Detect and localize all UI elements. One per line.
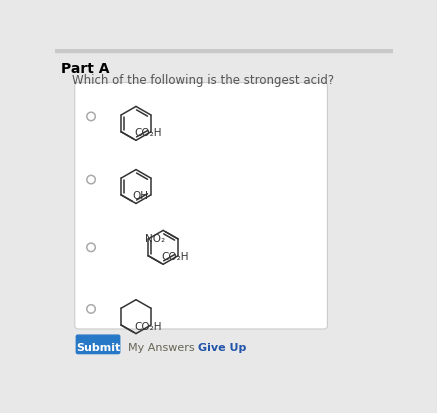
Text: CO₂H: CO₂H	[161, 252, 189, 261]
Text: Give Up: Give Up	[198, 342, 246, 352]
Text: NO₂: NO₂	[145, 234, 165, 244]
Text: Part A: Part A	[61, 62, 109, 76]
Text: CO₂H: CO₂H	[134, 128, 162, 138]
FancyBboxPatch shape	[76, 335, 120, 354]
Text: OH: OH	[133, 190, 149, 200]
Bar	[55, 50, 393, 52]
FancyBboxPatch shape	[75, 83, 327, 329]
Text: Submit: Submit	[76, 342, 120, 352]
Text: My Answers: My Answers	[128, 342, 195, 352]
Text: Which of the following is the strongest acid?: Which of the following is the strongest …	[72, 74, 334, 87]
Text: CO₂H: CO₂H	[134, 321, 162, 331]
